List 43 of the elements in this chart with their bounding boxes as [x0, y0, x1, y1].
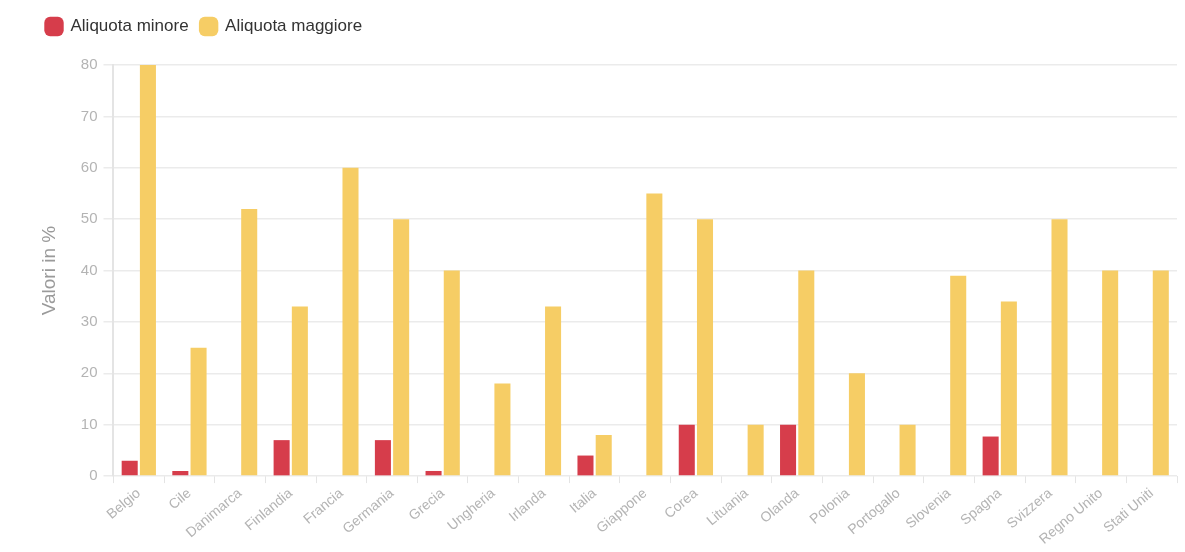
bar: [848, 373, 865, 476]
bar: [374, 440, 391, 476]
legend-label: Aliquota maggiore: [225, 16, 363, 36]
bar: [982, 436, 999, 476]
bar: [577, 455, 594, 476]
bar: [139, 65, 156, 476]
bar: [190, 347, 207, 476]
bar: [342, 167, 359, 476]
bar: [1000, 301, 1017, 476]
y-tick-label: 0: [89, 466, 98, 484]
bar: [121, 460, 138, 476]
bar: [747, 424, 764, 476]
y-axis-title: Valori in %: [37, 225, 59, 316]
y-tick-label: 40: [80, 260, 98, 278]
bar: [798, 270, 815, 476]
bar: [393, 219, 410, 476]
bar: [950, 275, 967, 476]
bar: [1102, 270, 1119, 476]
bar: [172, 470, 189, 476]
bar: [273, 440, 290, 476]
y-tick-label: 80: [80, 55, 98, 73]
bar: [899, 424, 916, 476]
bar: [241, 208, 258, 476]
bar: [646, 193, 663, 476]
y-tick-label: 30: [80, 312, 98, 330]
y-tick-label: 60: [80, 157, 98, 175]
bar: [678, 424, 695, 476]
x-tick-label: Italia: [566, 484, 600, 516]
bar: [1152, 270, 1169, 476]
bar: [291, 306, 308, 476]
bar: [425, 470, 442, 476]
bar: [443, 270, 460, 476]
bar: [780, 424, 797, 476]
legend-label: Aliquota minore: [70, 16, 189, 36]
y-tick-label: 50: [80, 209, 98, 227]
y-tick-label: 20: [80, 363, 98, 381]
bar: [545, 306, 562, 476]
y-tick-label: 10: [80, 414, 98, 432]
bar: [494, 383, 511, 476]
bar: [595, 434, 612, 476]
bar: [1051, 219, 1068, 476]
bar: [696, 219, 714, 476]
y-tick-label: 70: [80, 106, 98, 124]
